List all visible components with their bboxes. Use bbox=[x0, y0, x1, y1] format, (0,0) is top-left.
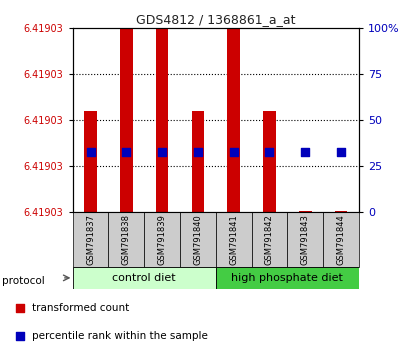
Bar bbox=[216, 212, 251, 267]
Text: GSM791844: GSM791844 bbox=[337, 215, 346, 265]
Bar bbox=[323, 212, 359, 267]
Point bbox=[195, 149, 201, 154]
Bar bbox=[192, 111, 204, 212]
Bar bbox=[156, 28, 168, 212]
Point bbox=[123, 149, 129, 154]
Text: protocol: protocol bbox=[2, 276, 45, 286]
Bar bbox=[73, 212, 108, 267]
Point bbox=[266, 149, 273, 154]
Text: GSM791840: GSM791840 bbox=[193, 215, 203, 265]
Title: GDS4812 / 1368861_a_at: GDS4812 / 1368861_a_at bbox=[136, 13, 295, 26]
Point bbox=[87, 149, 94, 154]
Bar bbox=[216, 267, 359, 289]
Text: percentile rank within the sample: percentile rank within the sample bbox=[32, 331, 208, 341]
Text: GSM791842: GSM791842 bbox=[265, 215, 274, 265]
Bar bbox=[84, 111, 97, 212]
Text: transformed count: transformed count bbox=[32, 303, 129, 313]
Point bbox=[17, 333, 24, 339]
Text: GSM791843: GSM791843 bbox=[301, 215, 310, 265]
Text: GSM791841: GSM791841 bbox=[229, 215, 238, 265]
Text: GSM791838: GSM791838 bbox=[122, 214, 131, 266]
Bar bbox=[251, 212, 287, 267]
Bar bbox=[299, 211, 312, 212]
Bar bbox=[335, 211, 347, 212]
Point bbox=[302, 149, 309, 154]
Text: control diet: control diet bbox=[112, 273, 176, 283]
Text: GSM791837: GSM791837 bbox=[86, 214, 95, 266]
Point bbox=[17, 305, 24, 311]
Bar bbox=[73, 267, 216, 289]
Bar bbox=[287, 212, 323, 267]
Text: high phosphate diet: high phosphate diet bbox=[232, 273, 343, 283]
Bar bbox=[263, 111, 276, 212]
Bar bbox=[108, 212, 144, 267]
Point bbox=[338, 149, 344, 154]
Point bbox=[159, 149, 166, 154]
Bar bbox=[120, 28, 132, 212]
Text: GSM791839: GSM791839 bbox=[158, 215, 166, 265]
Bar bbox=[180, 212, 216, 267]
Bar bbox=[227, 28, 240, 212]
Point bbox=[230, 149, 237, 154]
Bar bbox=[144, 212, 180, 267]
